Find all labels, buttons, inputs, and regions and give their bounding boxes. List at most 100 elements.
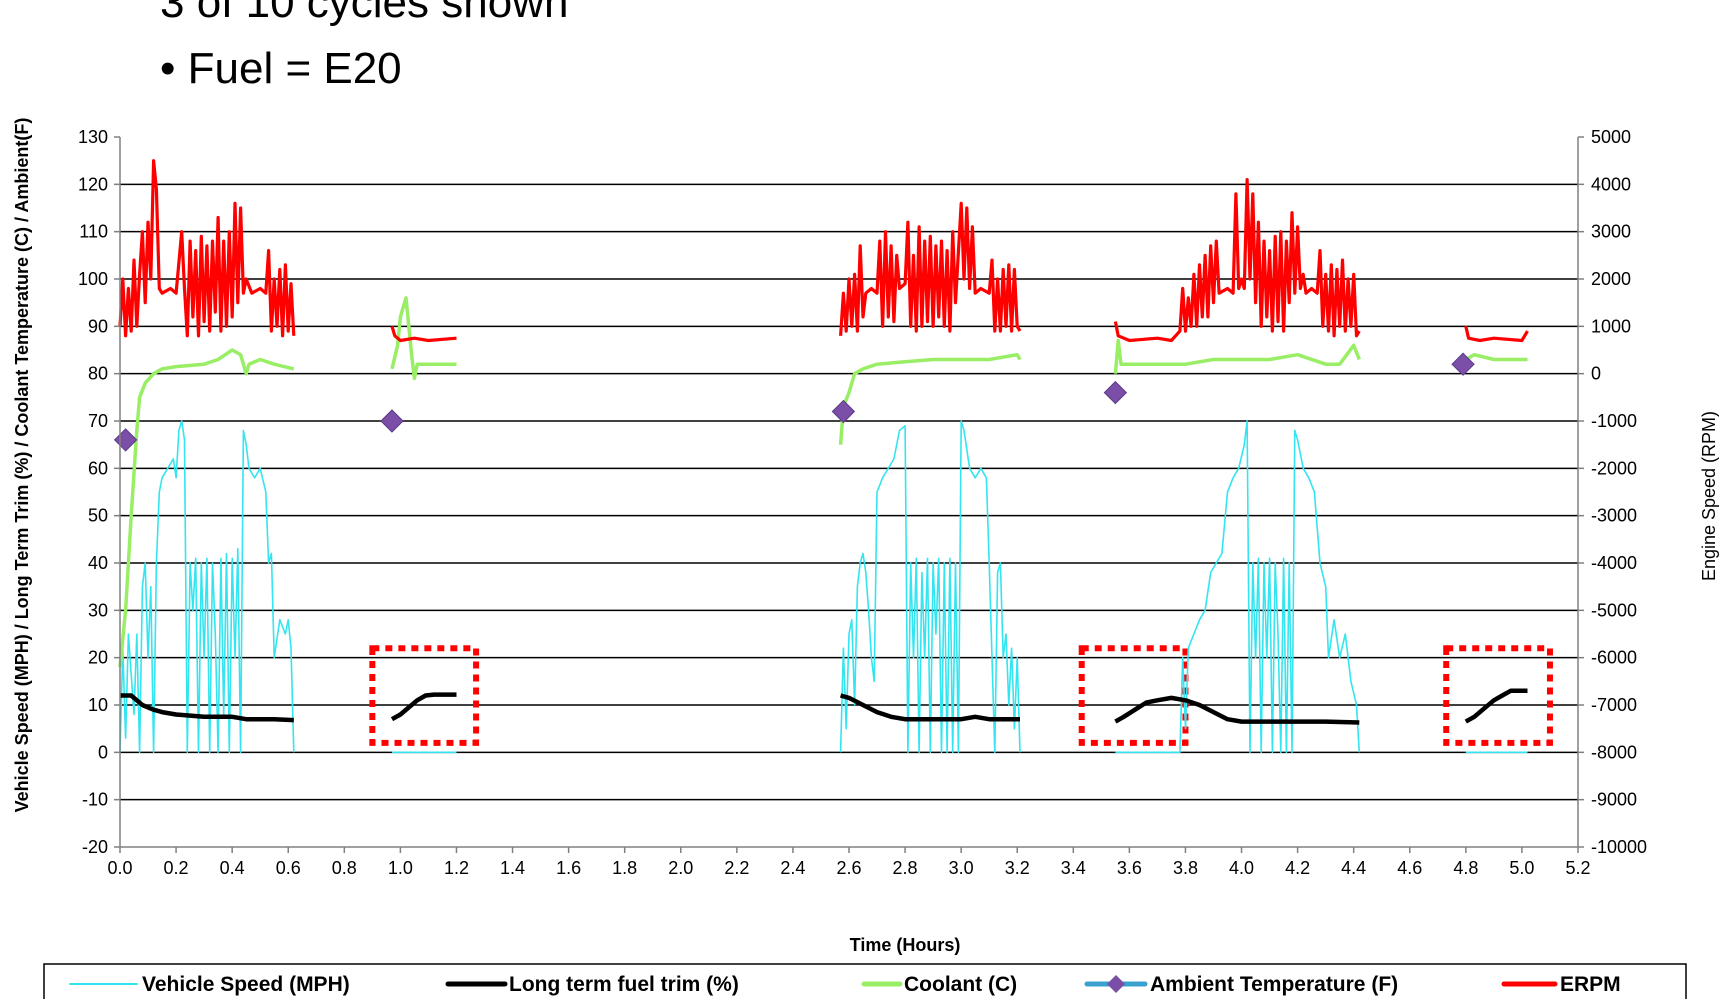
series-4-segment-3 <box>1113 178 1361 343</box>
y-tick-label-80: 80 <box>88 364 108 384</box>
x-tick-label-2.2: 2.2 <box>724 858 749 878</box>
y-tick-label-10: 10 <box>88 695 108 715</box>
y-tick-label-20: 20 <box>88 648 108 668</box>
y2-axis-label: Engine Speed (RPM) <box>1699 411 1719 581</box>
ambient-point-1 <box>380 409 404 433</box>
x-tick-label-2.6: 2.6 <box>836 858 861 878</box>
y-tick-label-120: 120 <box>78 174 108 194</box>
annotations <box>369 645 1553 746</box>
series-4-segment-2 <box>839 201 1022 336</box>
series-2-segment-1 <box>390 296 457 381</box>
series-0-segment-2 <box>839 420 1021 754</box>
x-tick-label-1.4: 1.4 <box>500 858 525 878</box>
legend: Vehicle Speed (MPH) Long term fuel trim (… <box>43 963 1687 999</box>
x-tick-label-2.0: 2.0 <box>668 858 693 878</box>
y-tick-label-70: 70 <box>88 411 108 431</box>
series-3 <box>113 352 1475 452</box>
legend-label-0: Vehicle Speed (MPH) <box>142 973 350 996</box>
y-tick-label-30: 30 <box>88 600 108 620</box>
axes: 1301201101009080706050403020100-10-20500… <box>78 127 1647 878</box>
y-axis-label: Vehicle Speed (MPH) / Long Term Trim (%)… <box>12 118 32 813</box>
x-tick-label-4.8: 4.8 <box>1453 858 1478 878</box>
ambient-point-3 <box>1103 380 1128 405</box>
series-0-segment-3 <box>1115 420 1361 754</box>
series-2-segment-0 <box>118 348 295 668</box>
x-tick-label-0.6: 0.6 <box>276 858 301 878</box>
series-2-segment-3 <box>1113 338 1361 374</box>
x-tick-label-1.0: 1.0 <box>388 858 413 878</box>
series-2 <box>118 296 1528 668</box>
y2-tick-label-0: 0 <box>1591 364 1601 384</box>
series-0 <box>119 420 1528 754</box>
y2-tick-label--2000: -2000 <box>1591 458 1637 478</box>
x-tick-label-5.2: 5.2 <box>1565 858 1590 878</box>
y-tick-label-60: 60 <box>88 458 108 478</box>
x-tick-label-3.6: 3.6 <box>1117 858 1142 878</box>
series-4-segment-0 <box>118 159 296 338</box>
ambient-point-2 <box>831 399 856 424</box>
x-tick-label-3.4: 3.4 <box>1061 858 1086 878</box>
x-tick-label-1.2: 1.2 <box>444 858 469 878</box>
series-4-segment-1 <box>390 325 457 343</box>
y2-tick-label-2000: 2000 <box>1591 269 1631 289</box>
x-axis-label: Time (Hours) <box>850 935 961 955</box>
series-1-segment-0 <box>120 693 294 723</box>
series-4 <box>118 159 1529 343</box>
ambient-point-4 <box>1451 352 1475 376</box>
y-tick-label--20: -20 <box>82 837 108 857</box>
x-tick-label-3.0: 3.0 <box>949 858 974 878</box>
x-tick-label-3.8: 3.8 <box>1173 858 1198 878</box>
x-tick-label-4.4: 4.4 <box>1341 858 1366 878</box>
x-tick-label-0.8: 0.8 <box>332 858 357 878</box>
legend-label-1: Long term fuel trim (%) <box>509 973 739 996</box>
annotation-box-2 <box>1078 645 1189 746</box>
x-tick-label-1.6: 1.6 <box>556 858 581 878</box>
y-tick-label-110: 110 <box>79 222 108 242</box>
y2-tick-label--8000: -8000 <box>1591 742 1637 762</box>
series-1 <box>120 688 1528 725</box>
y2-tick-label-3000: 3000 <box>1591 222 1631 242</box>
x-tick-label-0.0: 0.0 <box>107 858 132 878</box>
y2-tick-label-4000: 4000 <box>1591 174 1631 194</box>
series-layer <box>113 159 1529 754</box>
y-tick-label--10: -10 <box>82 790 108 810</box>
series-2-segment-2 <box>838 352 1022 445</box>
y2-tick-label--1000: -1000 <box>1591 411 1637 431</box>
slide-bullet-cycles: 3 of 10 cycles shown <box>160 0 569 27</box>
series-4-segment-4 <box>1464 325 1529 343</box>
y2-tick-label--9000: -9000 <box>1591 790 1637 810</box>
y-tick-label-130: 130 <box>78 127 108 147</box>
x-tick-label-4.6: 4.6 <box>1397 858 1422 878</box>
x-tick-label-4.0: 4.0 <box>1229 858 1254 878</box>
x-tick-label-2.4: 2.4 <box>780 858 805 878</box>
legend-label-4: ERPM <box>1560 973 1621 996</box>
y-tick-label-90: 90 <box>88 316 108 336</box>
y2-tick-label--6000: -6000 <box>1591 648 1637 668</box>
annotation-box-3 <box>1443 645 1553 746</box>
ambient-point-0 <box>113 428 138 452</box>
grid-lines <box>120 183 1578 801</box>
x-tick-label-5.0: 5.0 <box>1509 858 1534 878</box>
slide-bullet-fuel: • Fuel = E20 <box>160 44 402 93</box>
y2-tick-label-1000: 1000 <box>1591 316 1631 336</box>
x-tick-label-2.8: 2.8 <box>893 858 918 878</box>
y-tick-label-50: 50 <box>88 506 108 526</box>
y-tick-label-40: 40 <box>88 553 108 573</box>
legend-label-3: Ambient Temperature (F) <box>1150 973 1398 996</box>
legend-marker-3 <box>1107 975 1125 993</box>
legend-label-2: Coolant (C) <box>904 973 1017 996</box>
series-1-segment-3 <box>1114 695 1360 725</box>
series-2-segment-4 <box>1464 352 1528 362</box>
y-tick-label-100: 100 <box>78 269 108 289</box>
x-tick-label-0.2: 0.2 <box>164 858 189 878</box>
y2-tick-label--5000: -5000 <box>1591 600 1637 620</box>
series-1-segment-4 <box>1464 688 1528 724</box>
y-tick-label-0: 0 <box>98 742 108 762</box>
y2-tick-label-5000: 5000 <box>1591 127 1631 147</box>
y2-tick-label--4000: -4000 <box>1591 553 1637 573</box>
y2-tick-label--3000: -3000 <box>1591 506 1637 526</box>
y2-tick-label--7000: -7000 <box>1591 695 1637 715</box>
y2-tick-label--10000: -10000 <box>1591 837 1647 857</box>
x-tick-label-0.4: 0.4 <box>220 858 245 878</box>
